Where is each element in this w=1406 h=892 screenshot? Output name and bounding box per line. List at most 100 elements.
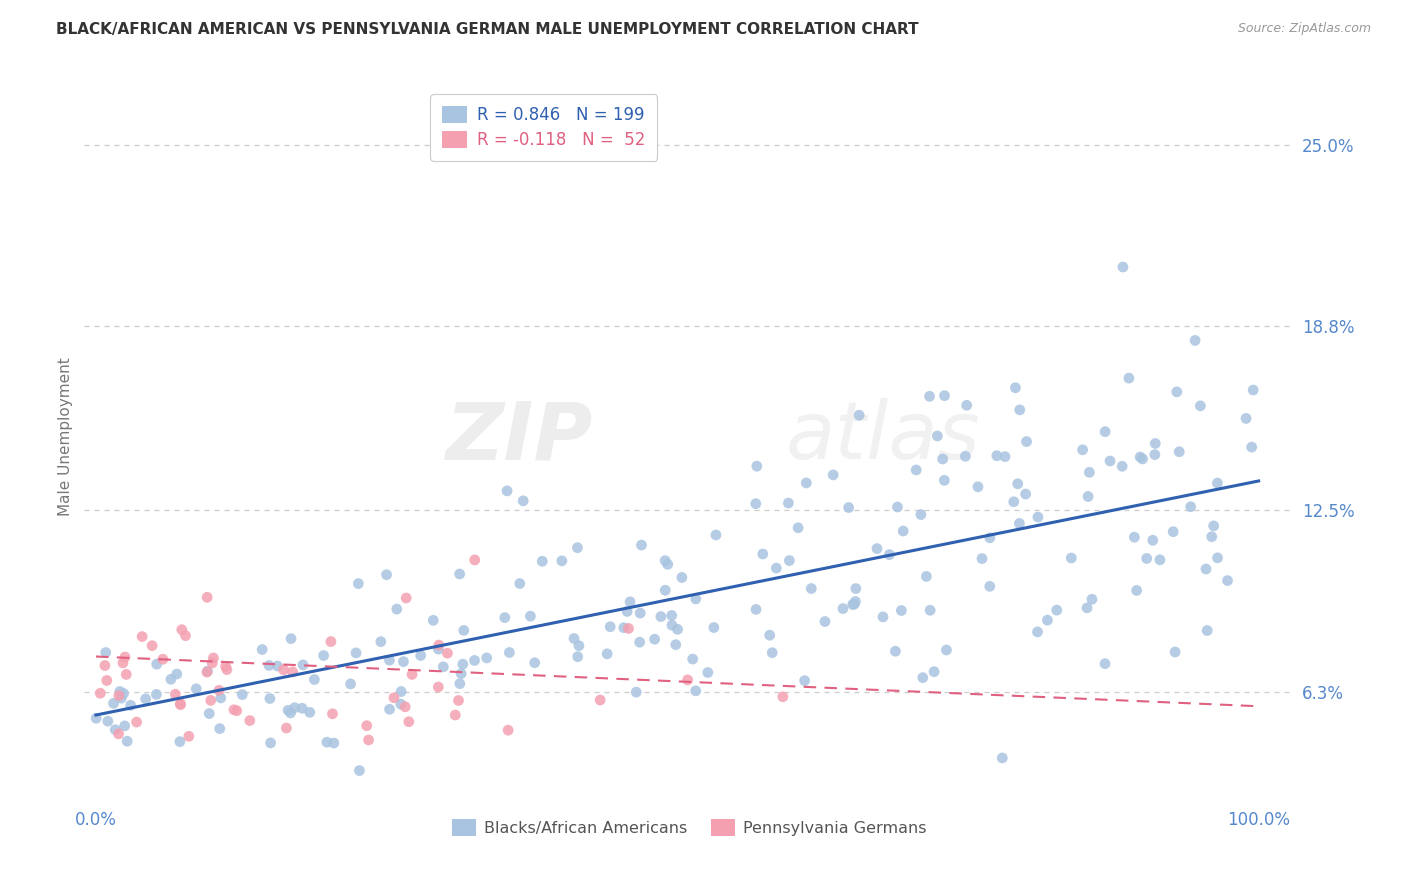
Point [115,667,138,681]
Point [644,632,666,647]
Point [114,719,136,733]
Point [1234,411,1257,425]
Point [202,651,225,665]
Point [1014,487,1036,501]
Point [494,610,516,624]
Point [758,628,780,642]
Point [208,722,231,736]
Point [1078,465,1101,479]
Point [922,665,945,679]
Point [141,639,163,653]
Point [298,706,321,720]
Point [682,652,704,666]
Point [884,644,907,658]
Point [427,642,450,657]
Point [280,706,302,720]
Point [1136,551,1159,566]
Point [935,643,957,657]
Point [1081,592,1104,607]
Point [619,595,641,609]
Point [1168,444,1191,458]
Point [991,751,1014,765]
Point [890,603,912,617]
Point [523,656,546,670]
Point [1206,550,1229,565]
Point [979,579,1001,593]
Point [1142,533,1164,548]
Point [382,690,405,705]
Point [1036,613,1059,627]
Point [531,554,554,568]
Point [1216,574,1239,588]
Point [97,714,120,728]
Point [169,697,191,711]
Point [312,648,335,663]
Point [761,646,783,660]
Point [389,684,412,698]
Point [599,620,621,634]
Point [986,449,1008,463]
Point [1144,436,1167,450]
Point [284,700,307,714]
Point [169,698,191,712]
Point [661,618,683,632]
Point [201,656,224,670]
Point [422,613,444,627]
Point [385,602,408,616]
Point [401,667,423,681]
Point [671,570,693,584]
Point [1007,476,1029,491]
Point [994,450,1017,464]
Point [239,714,262,728]
Point [222,703,245,717]
Point [650,609,672,624]
Point [676,673,699,687]
Point [1077,490,1099,504]
Point [1161,524,1184,539]
Point [111,656,134,670]
Point [394,699,416,714]
Point [450,666,472,681]
Point [1094,657,1116,671]
Point [208,683,231,698]
Point [1004,381,1026,395]
Point [135,691,157,706]
Point [778,496,800,510]
Point [96,673,118,688]
Point [114,650,136,665]
Point [108,684,131,698]
Point [866,541,889,556]
Point [752,547,775,561]
Point [1166,384,1188,399]
Point [378,702,401,716]
Point [145,657,167,672]
Point [186,681,208,696]
Point [661,608,683,623]
Point [666,623,689,637]
Point [259,691,281,706]
Point [475,651,498,665]
Point [409,648,432,663]
Point [918,389,941,403]
Point [1143,448,1166,462]
Point [703,621,725,635]
Point [814,615,837,629]
Point [339,677,361,691]
Point [844,597,866,611]
Point [1201,530,1223,544]
Point [745,459,768,474]
Point [291,701,314,715]
Point [1184,334,1206,348]
Point [1060,551,1083,566]
Point [398,714,420,729]
Point [519,609,541,624]
Point [389,697,412,711]
Point [198,706,221,721]
Point [772,690,794,704]
Point [1026,624,1049,639]
Point [152,652,174,666]
Point [657,558,679,572]
Point [1071,442,1094,457]
Point [280,632,302,646]
Point [110,691,132,706]
